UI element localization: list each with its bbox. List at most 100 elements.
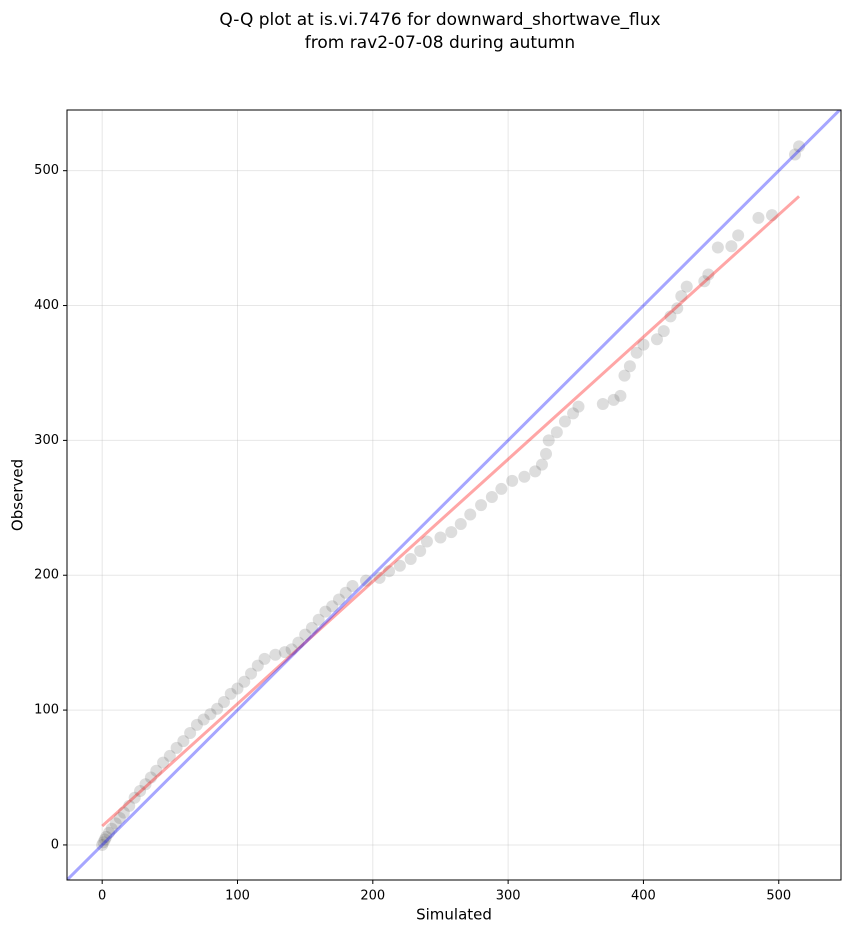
chart-title: from rav2-07-08 during autumn: [305, 33, 575, 53]
point: [383, 565, 396, 578]
point: [506, 474, 519, 487]
point: [204, 708, 217, 721]
point: [157, 756, 170, 769]
point: [675, 290, 688, 303]
point: [664, 310, 677, 323]
point: [251, 659, 264, 672]
point: [134, 784, 147, 797]
point: [607, 393, 620, 406]
point: [752, 211, 765, 224]
point: [630, 346, 643, 359]
reference-line: [67, 110, 841, 880]
point: [680, 280, 693, 293]
point: [326, 600, 339, 613]
point: [373, 571, 386, 584]
point: [238, 675, 251, 688]
point: [117, 806, 130, 819]
point: [788, 148, 801, 161]
point: [404, 553, 417, 566]
point: [96, 838, 109, 851]
point: [529, 465, 542, 478]
point: [614, 389, 627, 402]
y-tick-label: 500: [34, 163, 59, 178]
point: [224, 687, 237, 700]
point: [292, 636, 305, 649]
point: [144, 771, 157, 784]
point: [542, 434, 555, 447]
point: [671, 302, 684, 315]
point: [197, 713, 210, 726]
y-tick-label: 100: [34, 703, 59, 718]
point: [98, 833, 111, 846]
point: [150, 764, 163, 777]
x-tick-label: 100: [225, 889, 250, 904]
point: [495, 482, 508, 495]
point: [299, 628, 312, 641]
point: [113, 811, 126, 824]
y-tick-label: 400: [34, 298, 59, 313]
reference-line: [101, 195, 801, 828]
point: [793, 140, 806, 153]
point: [211, 702, 224, 715]
point: [475, 499, 488, 512]
point: [434, 531, 447, 544]
point: [258, 652, 271, 665]
point: [732, 229, 745, 242]
chart-title: Q-Q plot at is.vi.7476 for downward_shor…: [219, 10, 660, 30]
point: [725, 240, 738, 253]
point: [109, 817, 122, 830]
point: [245, 667, 258, 680]
point: [128, 791, 141, 804]
point: [105, 822, 118, 835]
point: [558, 415, 571, 428]
y-axis-label: Observed: [9, 459, 27, 531]
point: [650, 333, 663, 346]
point: [454, 517, 467, 530]
point: [702, 268, 715, 281]
x-tick-label: 500: [766, 889, 791, 904]
point: [163, 749, 176, 762]
point: [698, 275, 711, 288]
point: [184, 727, 197, 740]
point: [285, 643, 298, 656]
x-axis-label: Simulated: [416, 906, 492, 924]
point: [312, 613, 325, 626]
point: [139, 778, 152, 791]
point: [572, 400, 585, 413]
point: [332, 593, 345, 606]
point: [414, 544, 427, 557]
point: [305, 621, 318, 634]
point: [657, 325, 670, 338]
x-tick-label: 0: [98, 889, 106, 904]
point: [100, 830, 113, 843]
point: [464, 508, 477, 521]
point: [123, 799, 136, 812]
point: [319, 605, 332, 618]
point: [339, 586, 352, 599]
point: [217, 695, 230, 708]
y-tick-label: 300: [34, 433, 59, 448]
x-tick-label: 200: [360, 889, 385, 904]
point: [550, 426, 563, 439]
point: [177, 735, 190, 748]
point: [97, 836, 110, 849]
point: [278, 646, 291, 659]
point: [420, 535, 433, 548]
point: [618, 369, 631, 382]
plot-area: [67, 110, 841, 880]
point: [445, 526, 458, 539]
point: [535, 458, 548, 471]
point: [102, 826, 115, 839]
x-tick-label: 400: [631, 889, 656, 904]
point: [393, 559, 406, 572]
point: [360, 574, 373, 587]
x-tick-label: 300: [496, 889, 521, 904]
point: [765, 209, 778, 222]
point: [485, 491, 498, 504]
point: [567, 407, 580, 420]
grid: [67, 110, 841, 880]
point: [637, 338, 650, 351]
point: [346, 580, 359, 593]
